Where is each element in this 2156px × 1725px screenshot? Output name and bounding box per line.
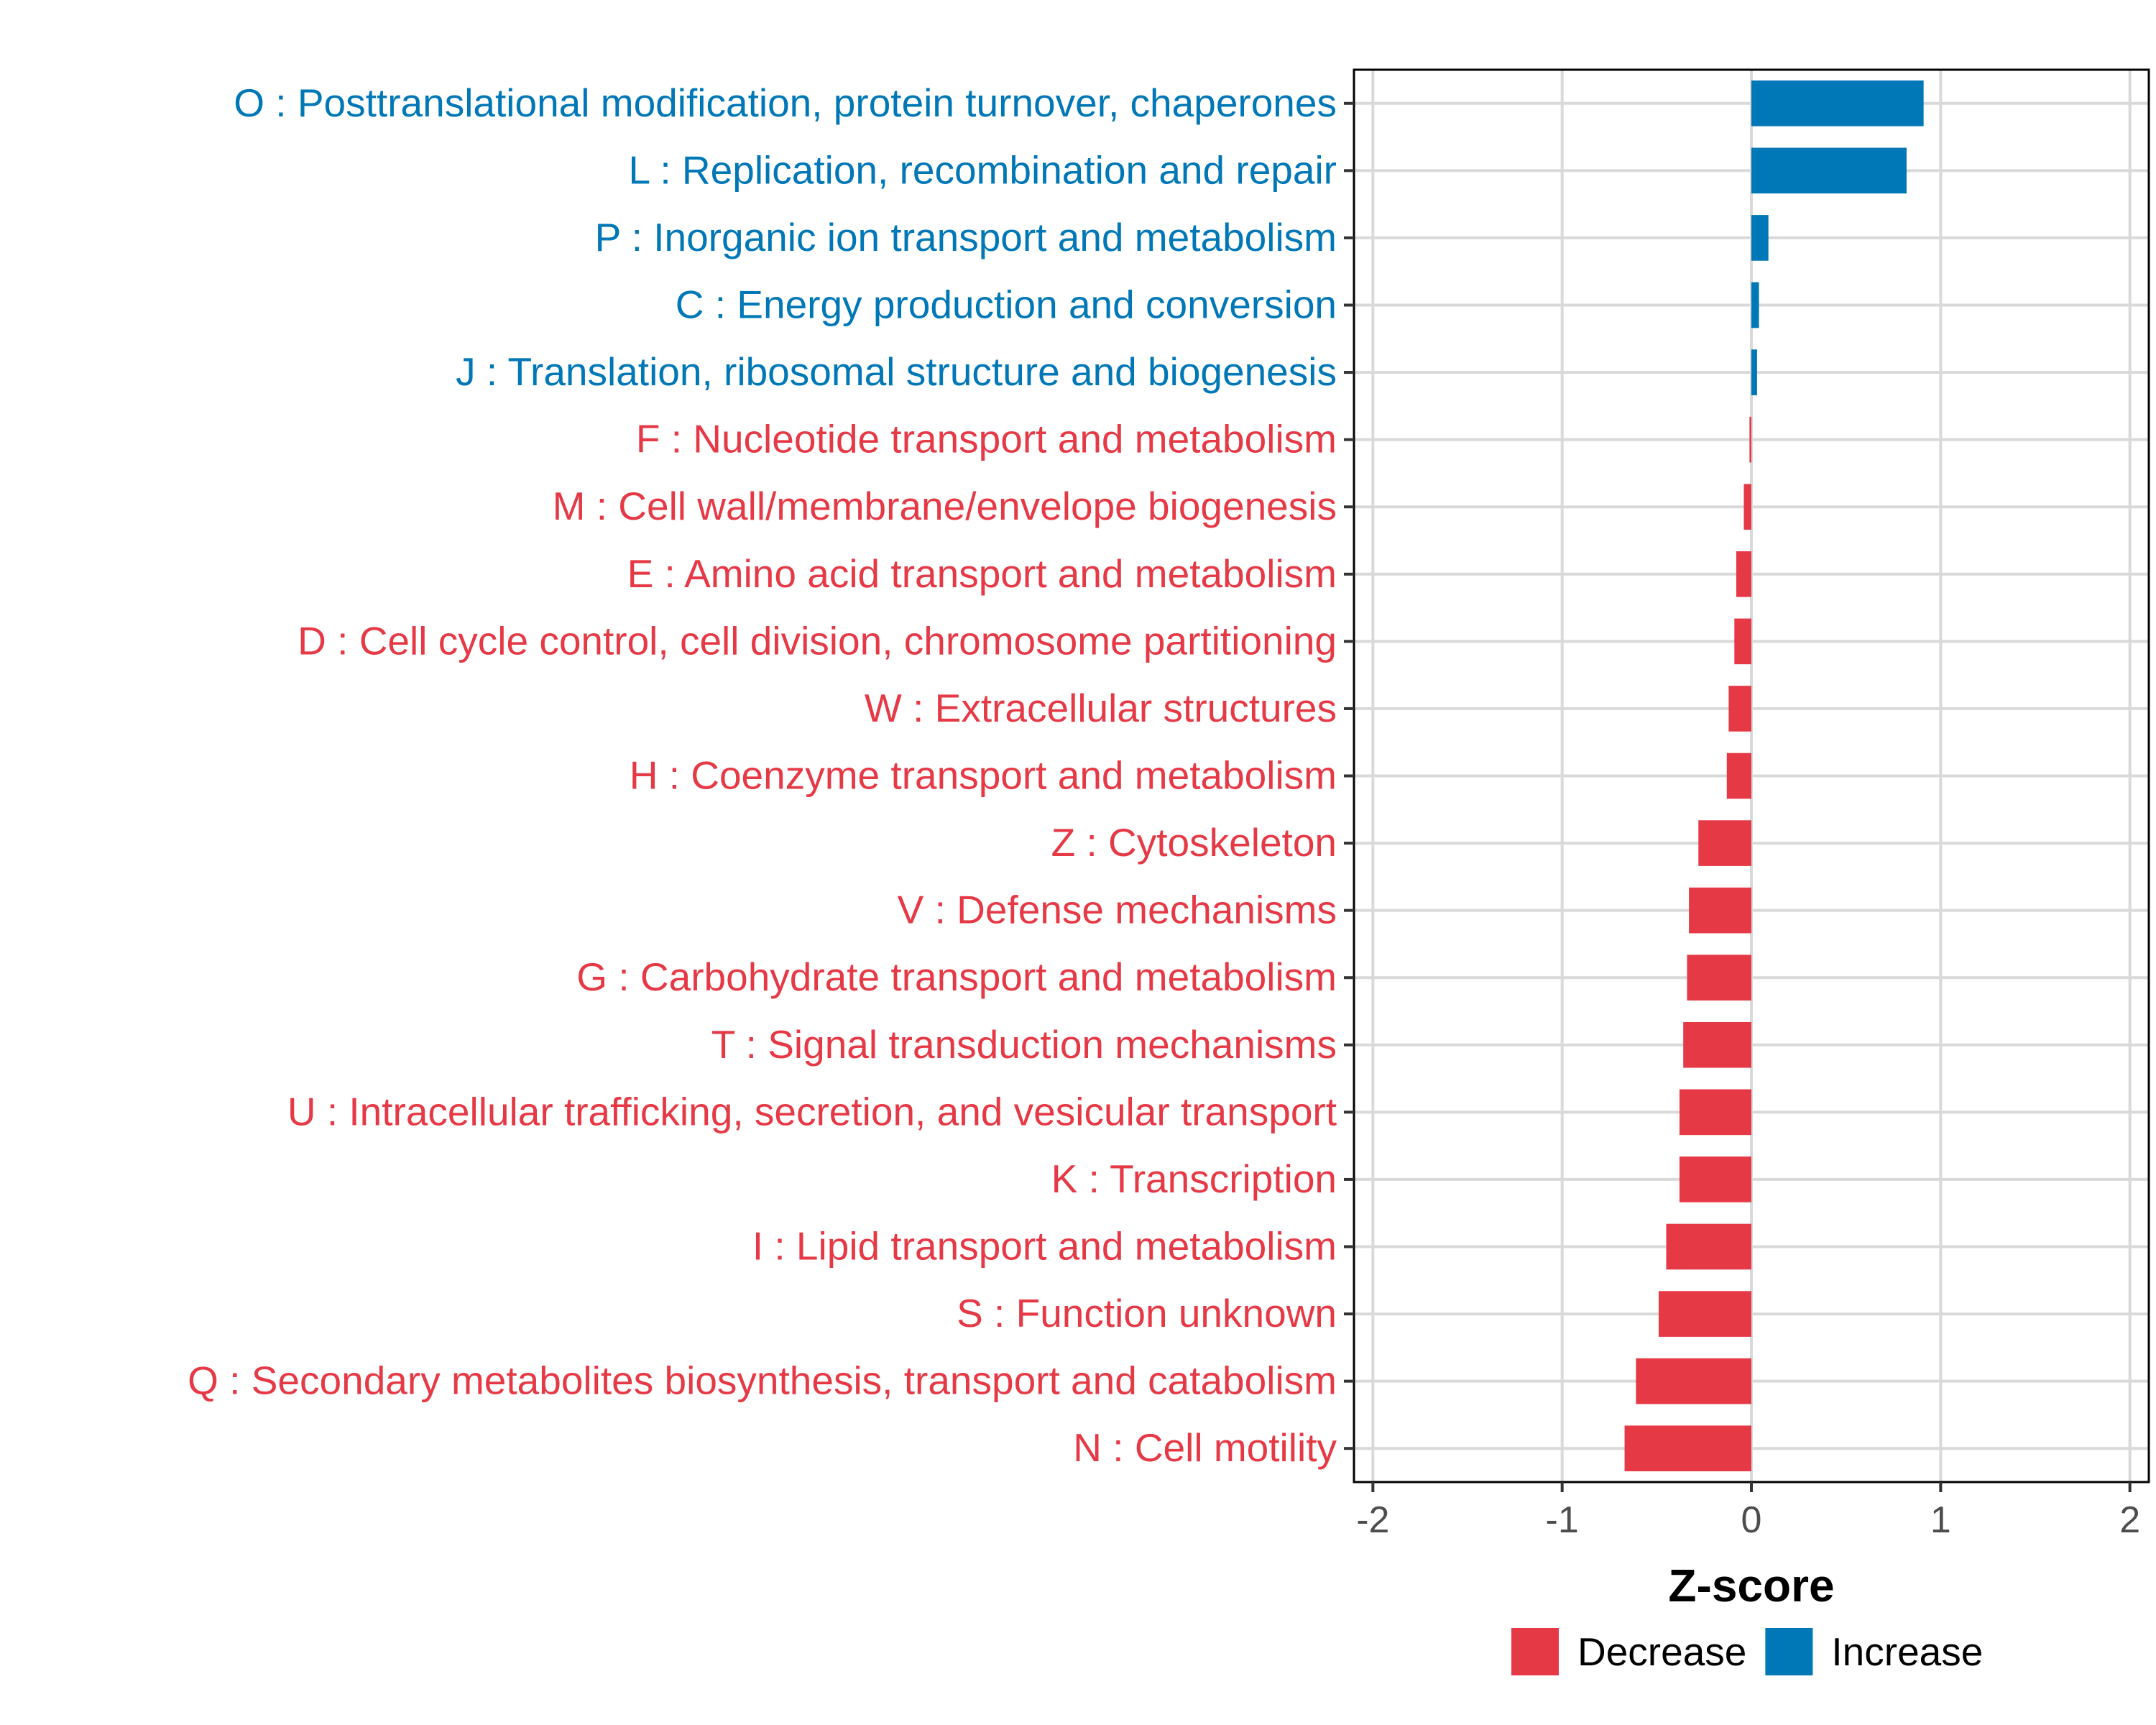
category-label: V : Defense mechanisms [898, 888, 1337, 932]
bar-t [1683, 1021, 1751, 1068]
bar-h [1726, 753, 1751, 799]
x-axis-ticks [1371, 1482, 2132, 1492]
bar-z [1698, 820, 1751, 866]
category-label: E : Amino acid transport and metabolism [627, 551, 1337, 596]
bar-d [1734, 618, 1751, 665]
bar-w [1728, 686, 1751, 732]
category-label: I : Lipid transport and metabolism [752, 1224, 1337, 1269]
x-tick-label: 2 [2119, 1499, 2140, 1541]
x-axis-tick-labels: -2 -1 0 1 2 [1356, 1499, 2140, 1541]
legend-swatch-increase [1765, 1628, 1813, 1675]
bar-u [1679, 1089, 1751, 1136]
bar-c [1751, 282, 1759, 328]
bar-l [1751, 147, 1907, 194]
x-tick-label: -2 [1356, 1499, 1389, 1541]
category-label: F : Nucleotide transport and metabolism [636, 417, 1337, 461]
bar-g [1687, 954, 1751, 1001]
category-label: J : Translation, ribosomal structure and… [456, 349, 1337, 394]
bar-i [1666, 1223, 1751, 1270]
bar-e [1736, 551, 1751, 597]
category-label: N : Cell motility [1073, 1425, 1337, 1470]
x-tick-label: -1 [1546, 1499, 1579, 1541]
category-label: P : Inorganic ion transport and metaboli… [595, 215, 1337, 259]
category-label: W : Extracellular structures [865, 686, 1337, 730]
legend: Decrease Increase [1511, 1628, 1983, 1675]
legend-swatch-decrease [1511, 1628, 1559, 1675]
bar-n [1624, 1425, 1751, 1472]
category-label: Q : Secondary metabolites biosynthesis, … [188, 1358, 1337, 1403]
y-axis-category-labels: O : Posttranslational modification, prot… [188, 80, 1337, 1470]
bar-o [1751, 80, 1924, 126]
category-label: G : Carbohydrate transport and metabolis… [576, 954, 1337, 999]
bar-v [1689, 887, 1751, 934]
bar-k [1679, 1156, 1751, 1202]
bar-s [1658, 1291, 1751, 1337]
legend-label-decrease: Decrease [1577, 1629, 1746, 1674]
legend-label-increase: Increase [1831, 1629, 1983, 1674]
category-label: U : Intracellular trafficking, secretion… [287, 1089, 1337, 1133]
category-label: M : Cell wall/membrane/envelope biogenes… [553, 484, 1337, 528]
y-axis-ticks [1344, 101, 1354, 1450]
category-label: S : Function unknown [957, 1291, 1337, 1335]
category-label: Z : Cytoskeleton [1051, 820, 1337, 865]
category-label: L : Replication, recombination and repai… [629, 147, 1337, 192]
x-tick-label: 0 [1741, 1499, 1762, 1541]
category-label: K : Transcription [1051, 1156, 1337, 1201]
bar-j [1751, 349, 1757, 395]
bar-m [1743, 484, 1751, 530]
x-axis-title: Z-score [1668, 1560, 1834, 1611]
bar-p [1751, 215, 1769, 261]
bars [1624, 80, 1924, 1472]
bar-f [1749, 416, 1751, 463]
category-label: O : Posttranslational modification, prot… [234, 80, 1337, 125]
category-label: C : Energy production and conversion [676, 282, 1337, 327]
category-label: H : Coenzyme transport and metabolism [630, 753, 1337, 798]
bar-q [1636, 1358, 1751, 1404]
x-tick-label: 1 [1930, 1499, 1951, 1541]
category-label: T : Signal transduction mechanisms [711, 1022, 1337, 1067]
category-label: D : Cell cycle control, cell division, c… [298, 618, 1337, 663]
